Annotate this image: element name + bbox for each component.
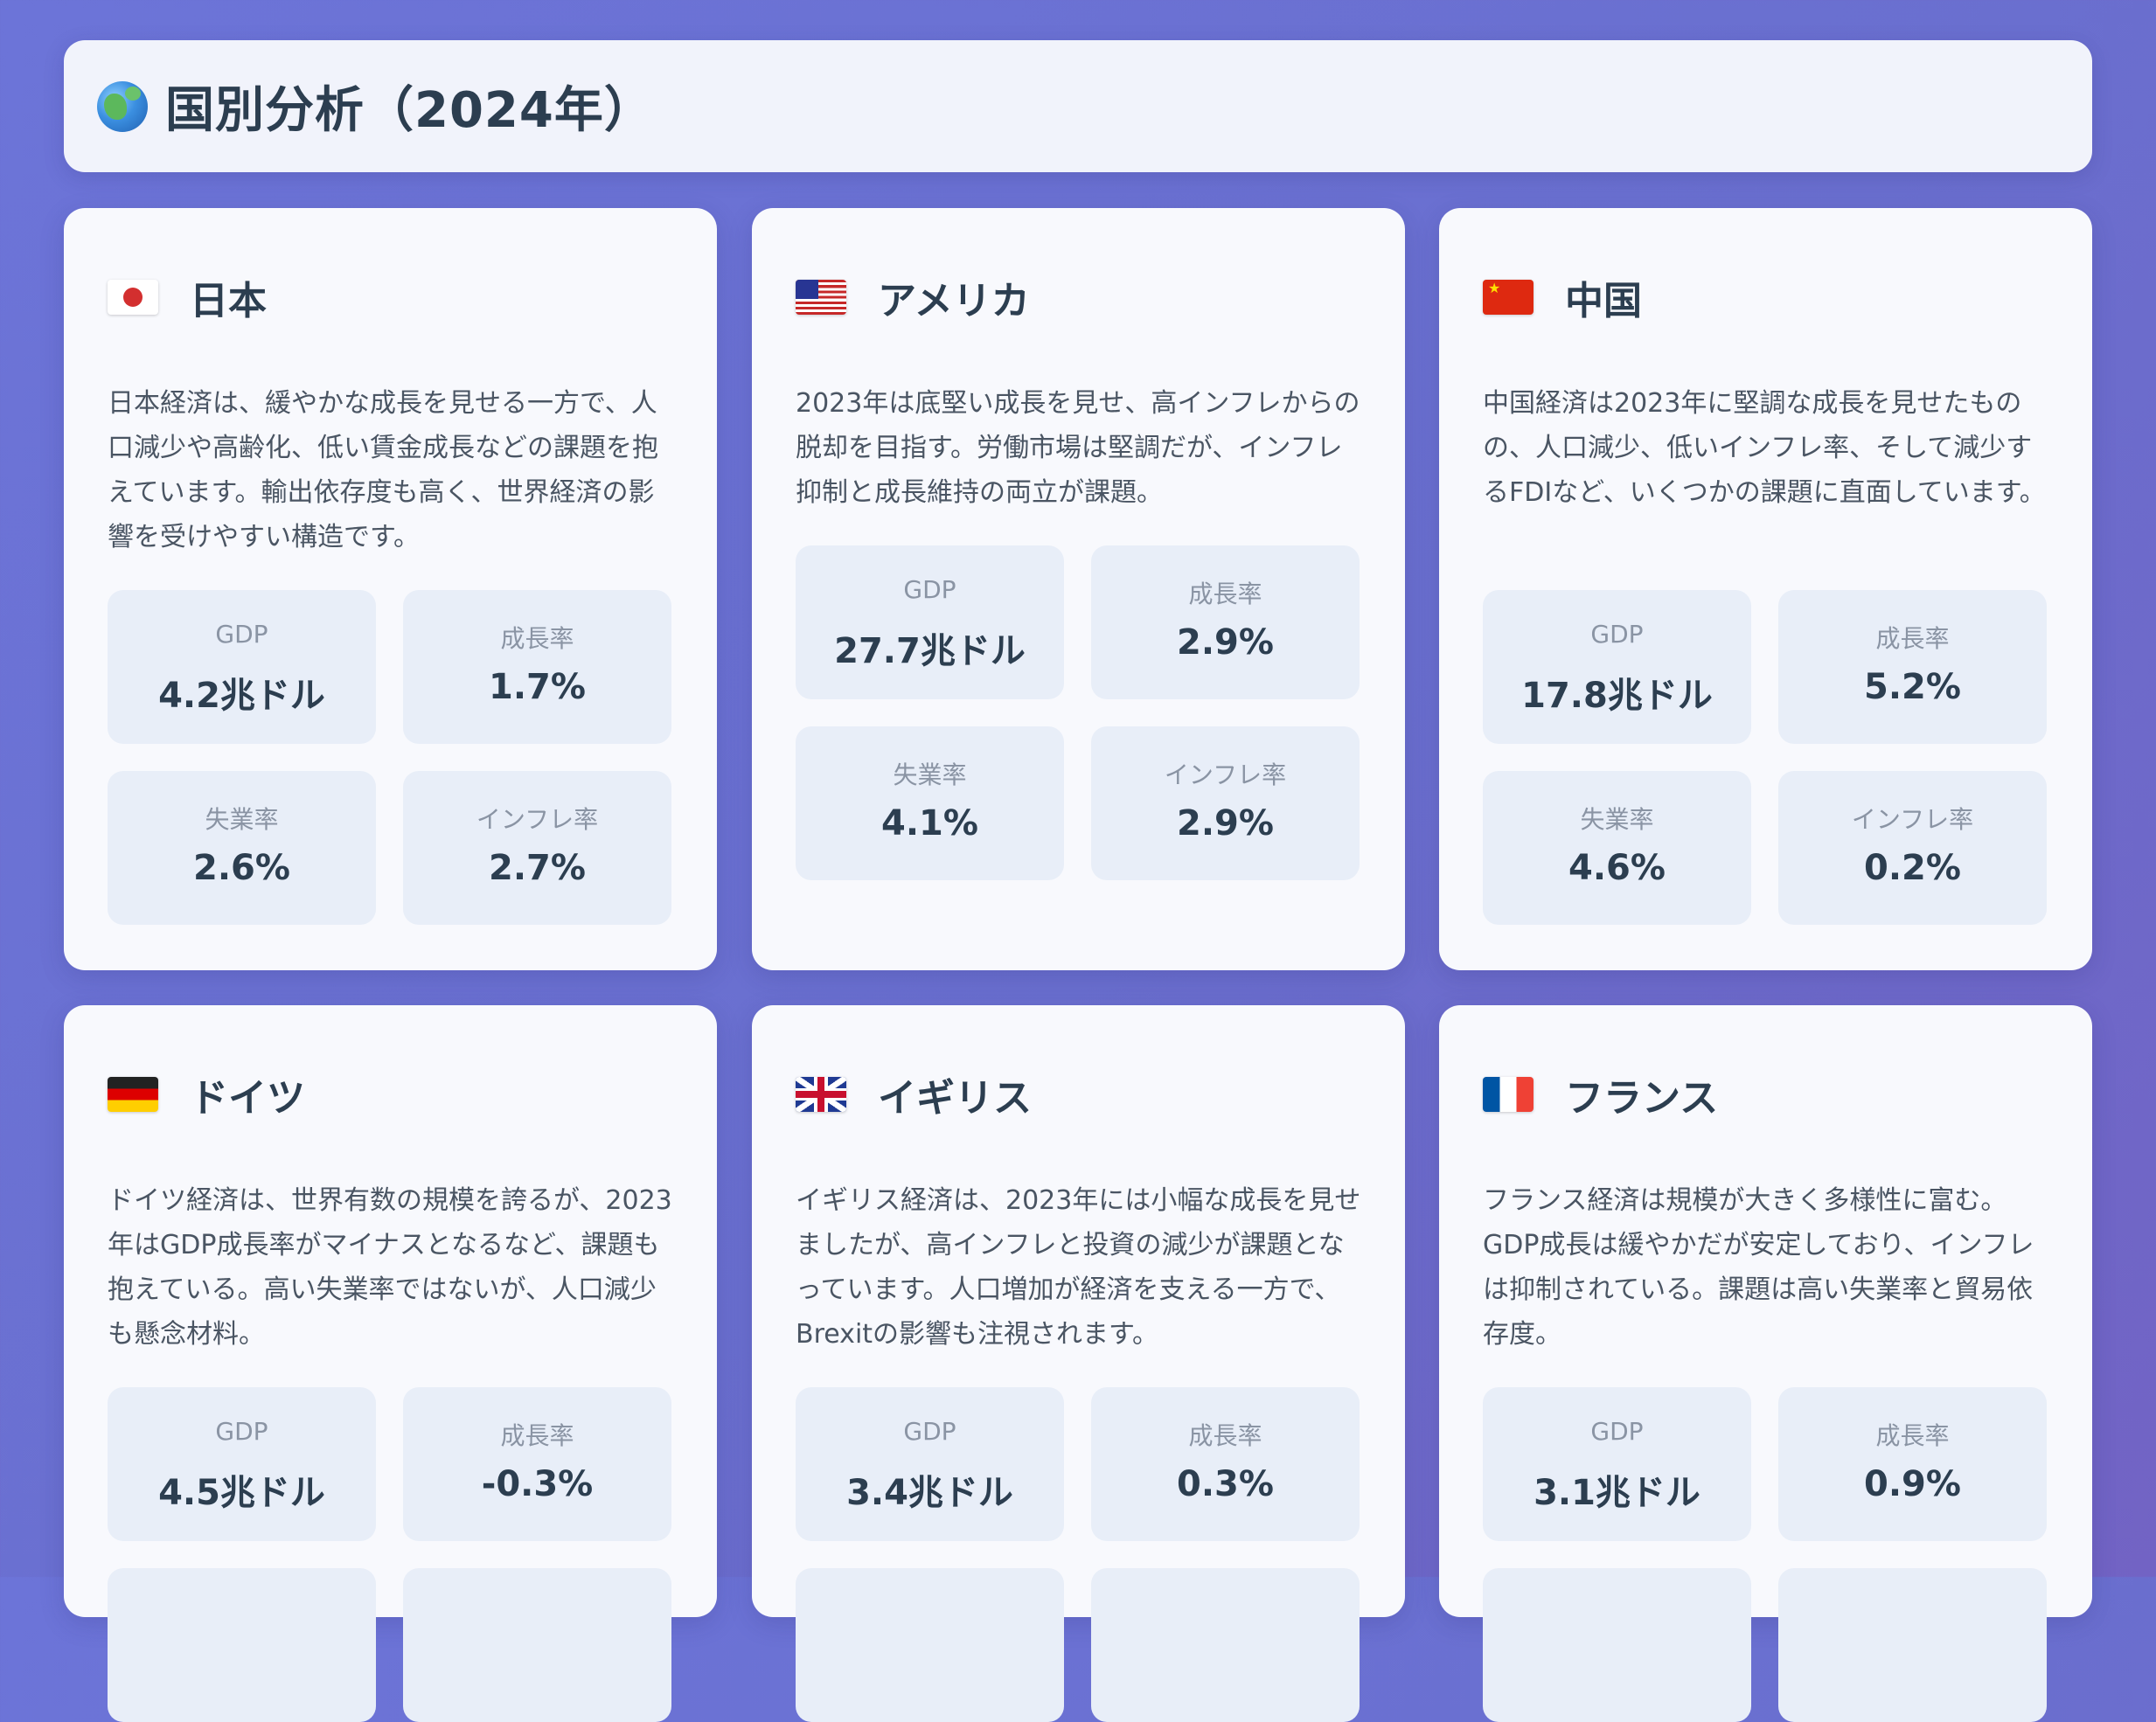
country-name: フランス <box>1565 1076 1719 1121</box>
country-description: ドイツ経済は、世界有数の規模を誇るが、2023年はGDP成長率がマイナスとなるな… <box>108 1185 672 1350</box>
metric-inflation-rate <box>1778 1568 2047 1722</box>
metric-label: 成長率 <box>1188 1421 1262 1450</box>
metric-label: 失業率 <box>893 760 967 789</box>
metric-value: 2.7% <box>489 848 586 888</box>
metric-unemployment-rate <box>1483 1568 1751 1722</box>
metric-value: -0.3% <box>481 1464 594 1504</box>
country-description: フランス経済は規模が大きく多様性に富む。GDP成長は緩やかだが安定しており、イン… <box>1483 1185 2034 1350</box>
country-description: イギリス経済は、2023年には小幅な成長を見せましたが、高インフレと投資の減少が… <box>796 1185 1361 1350</box>
metric-unemployment-rate <box>108 1568 376 1722</box>
metric-inflation-rate: インフレ率 2.9% <box>1091 726 1360 880</box>
country-name: 中国 <box>1565 279 1642 323</box>
metric-gdp: GDP 4.5兆ドル <box>108 1387 376 1541</box>
metric-gdp: GDP 4.2兆ドル <box>108 590 376 744</box>
metric-label: 失業率 <box>1580 805 1654 834</box>
germany-flag-icon <box>108 1077 158 1112</box>
country-card-china: 中国 中国経済は2023年に堅調な成長を見せたものの、人口減少、低いインフレ率、… <box>1439 208 2092 970</box>
country-card-usa: アメリカ 2023年は底堅い成長を見せ、高インフレからの脱却を目指す。労働市場は… <box>752 208 1405 970</box>
metric-label: インフレ率 <box>1851 805 1974 834</box>
metric-label: インフレ率 <box>1164 760 1287 789</box>
metric-label: 成長率 <box>1875 624 1950 653</box>
metric-inflation-rate: インフレ率 2.7% <box>403 771 671 925</box>
globe-icon <box>97 80 148 132</box>
country-name: アメリカ <box>878 279 1030 323</box>
metric-label: 成長率 <box>500 1421 574 1450</box>
country-name: 日本 <box>190 279 267 323</box>
metric-gdp: GDP 3.4兆ドル <box>796 1387 1064 1541</box>
metric-unemployment-rate <box>796 1568 1064 1722</box>
france-flag-icon <box>1483 1077 1534 1112</box>
metric-value: 2.6% <box>193 848 290 888</box>
metric-value: 0.2% <box>1864 848 1961 888</box>
metric-label: GDP <box>903 1417 956 1446</box>
metric-value: 27.7兆ドル <box>834 631 1026 671</box>
country-card-france: フランス フランス経済は規模が大きく多様性に富む。GDP成長は緩やかだが安定して… <box>1439 1005 2092 1722</box>
metric-value: 4.2兆ドル <box>158 676 325 716</box>
metric-label: 成長率 <box>1875 1421 1950 1450</box>
metric-value: 4.6% <box>1568 848 1666 888</box>
metric-value: 4.5兆ドル <box>158 1473 325 1513</box>
metric-value: 5.2% <box>1864 667 1961 707</box>
metric-inflation-rate <box>1091 1568 1360 1722</box>
metric-inflation-rate <box>403 1568 671 1722</box>
metric-value: 3.1兆ドル <box>1534 1473 1700 1513</box>
usa-flag-icon <box>796 280 846 315</box>
country-description: 日本経済は、緩やかな成長を見せる一方で、人口減少や高齢化、低い賃金成長などの課題… <box>108 388 658 552</box>
metric-label: GDP <box>215 1417 268 1446</box>
country-name: イギリス <box>878 1076 1032 1121</box>
metric-value: 17.8兆ドル <box>1521 676 1713 716</box>
metric-growth-rate: 成長率 2.9% <box>1091 545 1360 699</box>
metric-gdp: GDP 27.7兆ドル <box>796 545 1064 699</box>
metric-value: 0.3% <box>1177 1464 1274 1504</box>
metric-unemployment-rate: 失業率 4.6% <box>1483 771 1751 925</box>
page-header: 国別分析（2024年） <box>64 40 2092 172</box>
country-name: ドイツ <box>190 1076 305 1121</box>
metric-label: 成長率 <box>500 624 574 653</box>
country-card-japan: 日本 日本経済は、緩やかな成長を見せる一方で、人口減少や高齢化、低い賃金成長など… <box>64 208 717 970</box>
metric-label: GDP <box>1590 620 1644 649</box>
metric-label: GDP <box>903 575 956 604</box>
metric-value: 3.4兆ドル <box>846 1473 1013 1513</box>
metric-gdp: GDP 17.8兆ドル <box>1483 590 1751 744</box>
metric-gdp: GDP 3.1兆ドル <box>1483 1387 1751 1541</box>
metric-value: 1.7% <box>489 667 586 707</box>
metric-label: 失業率 <box>205 805 279 834</box>
metric-growth-rate: 成長率 -0.3% <box>403 1387 671 1541</box>
metric-label: GDP <box>1590 1417 1644 1446</box>
metric-label: 成長率 <box>1188 580 1262 608</box>
country-description: 2023年は底堅い成長を見せ、高インフレからの脱却を目指す。労働市場は堅調だが、… <box>796 388 1360 508</box>
china-flag-icon <box>1483 280 1534 315</box>
metric-unemployment-rate: 失業率 4.1% <box>796 726 1064 880</box>
metric-label: GDP <box>215 620 268 649</box>
metric-value: 2.9% <box>1177 622 1274 663</box>
metric-unemployment-rate: 失業率 2.6% <box>108 771 376 925</box>
metric-value: 0.9% <box>1864 1464 1961 1504</box>
metric-inflation-rate: インフレ率 0.2% <box>1778 771 2047 925</box>
country-card-uk: イギリス イギリス経済は、2023年には小幅な成長を見せましたが、高インフレと投… <box>752 1005 1405 1722</box>
metric-value: 4.1% <box>881 803 978 844</box>
metric-growth-rate: 成長率 0.3% <box>1091 1387 1360 1541</box>
metric-growth-rate: 成長率 5.2% <box>1778 590 2047 744</box>
country-card-germany: ドイツ ドイツ経済は、世界有数の規模を誇るが、2023年はGDP成長率がマイナス… <box>64 1005 717 1722</box>
uk-flag-icon <box>796 1077 846 1112</box>
metric-growth-rate: 成長率 1.7% <box>403 590 671 744</box>
metric-value: 2.9% <box>1177 803 1274 844</box>
japan-flag-icon <box>108 280 158 315</box>
metric-label: インフレ率 <box>476 805 599 834</box>
metric-growth-rate: 成長率 0.9% <box>1778 1387 2047 1541</box>
country-description: 中国経済は2023年に堅調な成長を見せたものの、人口減少、低いインフレ率、そして… <box>1483 388 2046 508</box>
page-title: 国別分析（2024年） <box>165 82 654 139</box>
